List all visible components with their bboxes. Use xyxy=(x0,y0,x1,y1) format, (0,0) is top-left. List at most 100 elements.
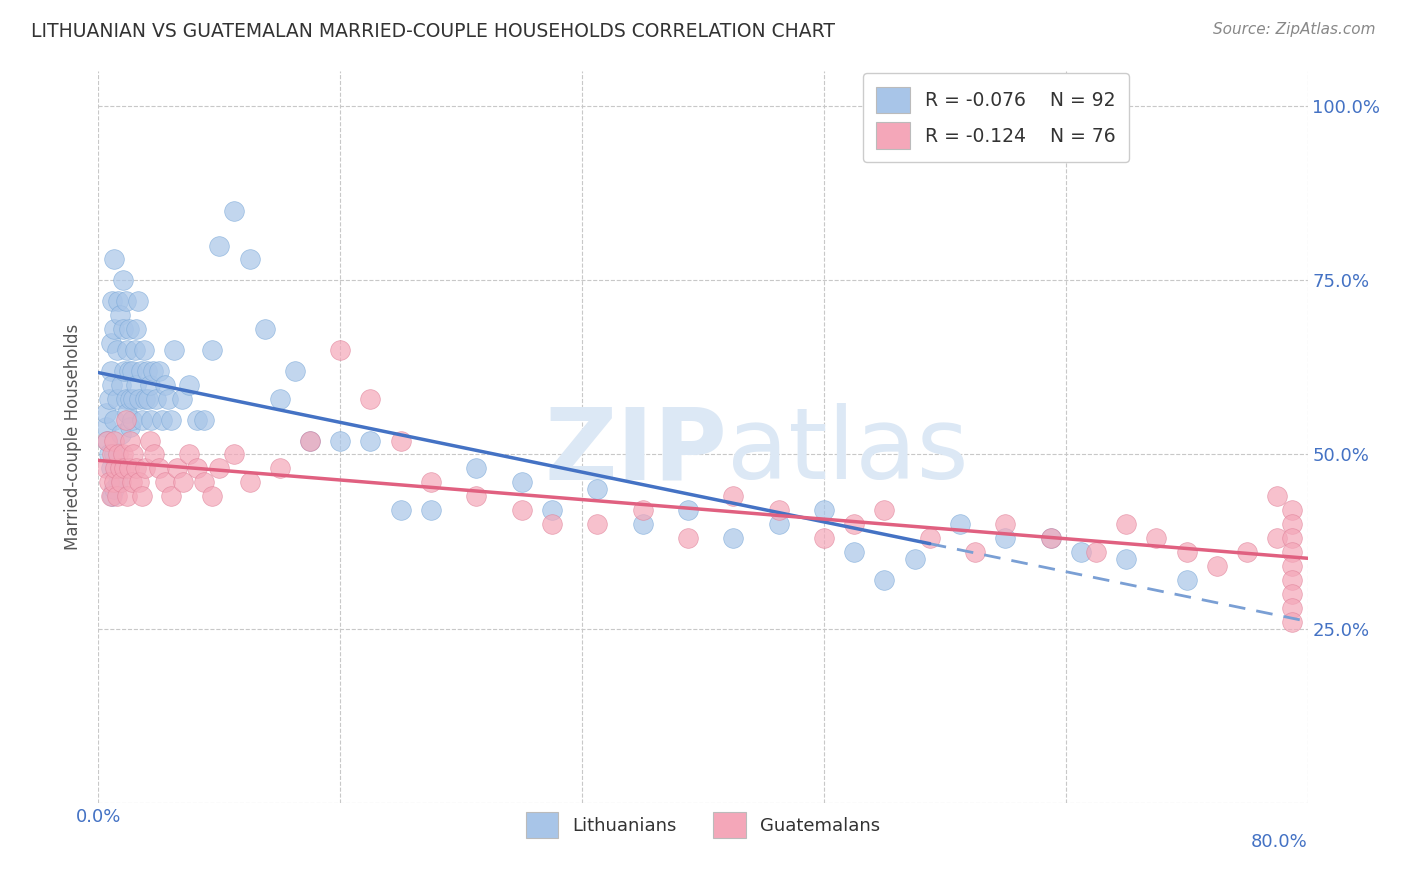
Point xyxy=(994,531,1017,545)
Point xyxy=(949,517,972,532)
Point xyxy=(98,448,121,462)
Point xyxy=(120,392,142,406)
Point xyxy=(163,343,186,357)
Legend: Lithuanians, Guatemalans: Lithuanians, Guatemalans xyxy=(519,805,887,845)
Point xyxy=(299,434,322,448)
Point xyxy=(111,448,134,462)
Point xyxy=(723,531,745,545)
Point xyxy=(631,517,654,532)
Point xyxy=(965,545,987,559)
Point xyxy=(94,461,117,475)
Point xyxy=(1175,545,1198,559)
Point xyxy=(160,412,183,426)
Point xyxy=(1070,545,1092,559)
Point xyxy=(284,364,307,378)
Point xyxy=(121,475,143,490)
Point xyxy=(103,475,125,490)
Point xyxy=(120,419,142,434)
Point xyxy=(103,412,125,426)
Point xyxy=(1281,531,1303,545)
Point xyxy=(105,392,128,406)
Point xyxy=(186,412,208,426)
Point xyxy=(844,545,866,559)
Point xyxy=(389,434,412,448)
Point xyxy=(127,294,149,309)
Point xyxy=(125,377,148,392)
Point xyxy=(128,475,150,490)
Point xyxy=(112,461,135,475)
Point xyxy=(239,252,262,267)
Point xyxy=(201,489,224,503)
Point xyxy=(1281,503,1303,517)
Point xyxy=(170,392,193,406)
Point xyxy=(153,377,176,392)
Point xyxy=(160,489,183,503)
Point xyxy=(918,531,941,545)
Point xyxy=(813,531,835,545)
Point xyxy=(1267,489,1289,503)
Point xyxy=(1039,531,1062,545)
Point xyxy=(201,343,224,357)
Point xyxy=(631,503,654,517)
Point xyxy=(135,364,157,378)
Point xyxy=(136,392,159,406)
Point xyxy=(465,461,488,475)
Point xyxy=(145,392,167,406)
Point xyxy=(420,503,443,517)
Point xyxy=(723,489,745,503)
Y-axis label: Married-couple Households: Married-couple Households xyxy=(65,324,83,550)
Point xyxy=(107,294,129,309)
Point xyxy=(112,364,135,378)
Point xyxy=(125,461,148,475)
Point xyxy=(873,573,896,587)
Point xyxy=(1281,587,1303,601)
Point xyxy=(676,503,699,517)
Point xyxy=(101,448,124,462)
Point xyxy=(118,364,141,378)
Point xyxy=(586,483,609,497)
Point xyxy=(1267,531,1289,545)
Point xyxy=(103,322,125,336)
Point xyxy=(148,461,170,475)
Text: ZIP: ZIP xyxy=(544,403,727,500)
Point xyxy=(101,489,124,503)
Point xyxy=(122,392,145,406)
Point xyxy=(101,294,124,309)
Point xyxy=(143,448,166,462)
Point xyxy=(134,392,156,406)
Point xyxy=(115,406,138,420)
Point xyxy=(139,377,162,392)
Point xyxy=(904,552,927,566)
Point xyxy=(389,503,412,517)
Point xyxy=(131,412,153,426)
Point xyxy=(100,336,122,351)
Point xyxy=(156,392,179,406)
Point xyxy=(360,434,382,448)
Point xyxy=(107,448,129,462)
Point xyxy=(122,448,145,462)
Point xyxy=(1281,573,1303,587)
Point xyxy=(107,475,129,490)
Point xyxy=(299,434,322,448)
Point xyxy=(132,343,155,357)
Point xyxy=(1039,531,1062,545)
Point xyxy=(110,475,132,490)
Text: Source: ZipAtlas.com: Source: ZipAtlas.com xyxy=(1212,22,1375,37)
Point xyxy=(1115,552,1137,566)
Point xyxy=(129,364,152,378)
Point xyxy=(224,448,246,462)
Point xyxy=(104,461,127,475)
Point xyxy=(103,448,125,462)
Point xyxy=(103,434,125,448)
Point xyxy=(120,434,142,448)
Point xyxy=(110,426,132,441)
Point xyxy=(1281,558,1303,573)
Point xyxy=(1281,517,1303,532)
Point xyxy=(768,503,790,517)
Point xyxy=(465,489,488,503)
Point xyxy=(208,461,231,475)
Point xyxy=(111,273,134,287)
Point xyxy=(100,461,122,475)
Text: LITHUANIAN VS GUATEMALAN MARRIED-COUPLE HOUSEHOLDS CORRELATION CHART: LITHUANIAN VS GUATEMALAN MARRIED-COUPLE … xyxy=(31,22,835,41)
Point xyxy=(114,392,136,406)
